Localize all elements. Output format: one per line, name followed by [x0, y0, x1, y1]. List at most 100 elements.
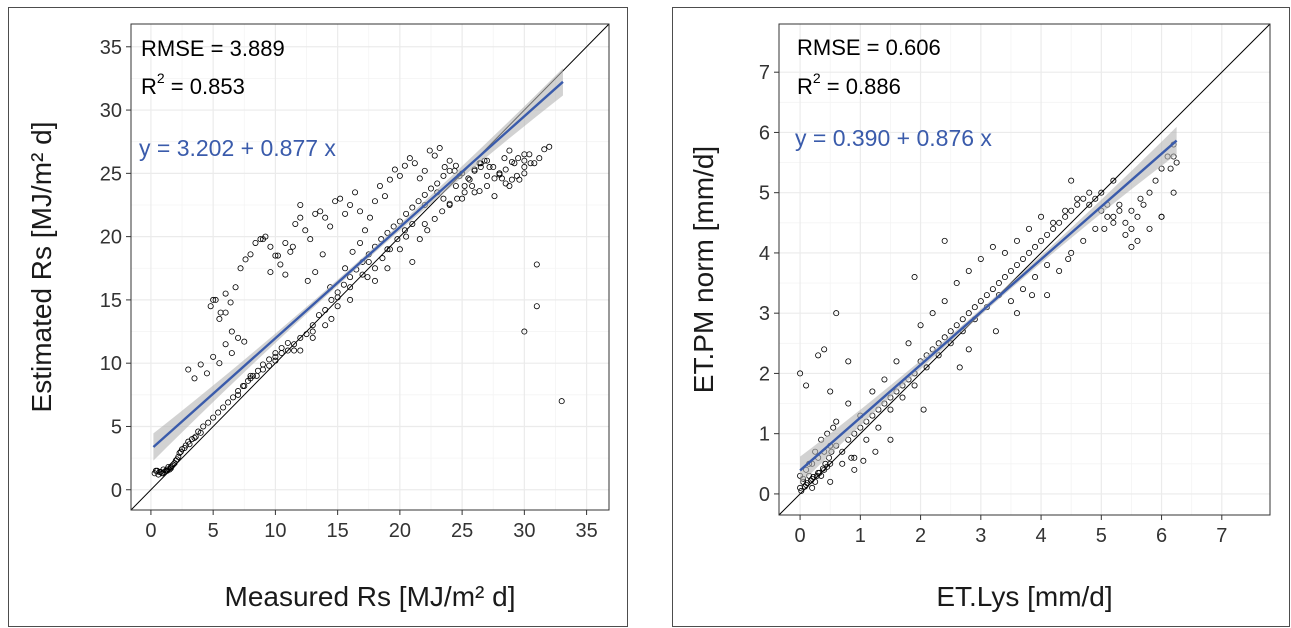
data-point [332, 198, 339, 205]
data-point [1074, 201, 1081, 208]
data-point [235, 388, 242, 395]
data-point [232, 284, 239, 291]
data-point [205, 419, 212, 426]
data-point [941, 298, 948, 305]
data-point [533, 303, 540, 310]
data-point [228, 350, 235, 357]
data-point [815, 352, 822, 359]
data-point [527, 160, 534, 167]
r-squared-annotation: R2 = 0.853 [141, 70, 245, 99]
data-point [396, 246, 403, 253]
data-point [409, 220, 416, 227]
data-point [384, 265, 391, 272]
data-point [803, 481, 810, 488]
data-point [409, 204, 416, 211]
data-point [830, 424, 837, 431]
data-point [401, 162, 408, 169]
data-point [359, 271, 366, 278]
data-point [821, 346, 828, 353]
data-points [151, 143, 565, 478]
regression-equation: y = 0.390 + 0.876 x [795, 125, 992, 151]
data-point [833, 310, 840, 317]
data-point [947, 328, 954, 335]
data-point [1019, 255, 1026, 262]
data-point [1086, 189, 1093, 196]
data-point [304, 277, 311, 284]
data-point [541, 146, 548, 153]
data-point [371, 277, 378, 284]
data-point [803, 382, 810, 389]
data-point [1038, 213, 1045, 220]
data-point [210, 296, 217, 303]
y-tick-label: 2 [759, 363, 770, 385]
data-point [1128, 225, 1135, 232]
data-point [1116, 201, 1123, 208]
data-point [297, 201, 304, 208]
data-point [272, 357, 279, 364]
data-point [1062, 213, 1069, 220]
x-tick-label: 35 [575, 520, 597, 542]
data-point [225, 399, 232, 406]
data-point [242, 256, 249, 263]
data-point [340, 281, 347, 288]
data-point [815, 469, 822, 476]
data-point [1013, 237, 1020, 244]
data-point [1104, 213, 1111, 220]
data-point [869, 388, 876, 395]
data-point [440, 172, 447, 179]
data-point [291, 341, 298, 348]
data-point [1007, 298, 1014, 305]
data-point [309, 322, 316, 329]
grid-lines [779, 24, 1270, 515]
data-point [237, 265, 244, 272]
data-point [384, 246, 391, 253]
data-point [415, 198, 422, 205]
data-point [440, 195, 447, 202]
data-point [386, 246, 393, 253]
data-point [1007, 268, 1014, 275]
y-tick-label: 25 [100, 163, 122, 185]
data-point [941, 334, 948, 341]
data-point [284, 347, 291, 354]
data-point [471, 189, 478, 196]
data-point [302, 227, 309, 234]
x-tick-label: 10 [264, 520, 286, 542]
data-point [1092, 225, 1099, 232]
data-point [297, 214, 304, 221]
data-point [1110, 213, 1117, 220]
data-point [334, 294, 341, 301]
data-point [893, 358, 900, 365]
y-tick-label: 3 [759, 303, 770, 325]
data-point [322, 307, 329, 314]
y-tick-label: 35 [100, 37, 122, 59]
data-point [282, 271, 289, 278]
data-point [195, 428, 202, 435]
data-point [334, 303, 341, 310]
data-point [379, 255, 386, 262]
data-point [247, 372, 254, 379]
data-point [200, 423, 207, 430]
data-point [267, 243, 274, 250]
data-point [1152, 177, 1159, 184]
data-point [272, 350, 279, 357]
data-point [282, 239, 289, 246]
x-tick-label: 0 [145, 520, 156, 542]
x-tick-label: 1 [855, 525, 866, 547]
data-point [977, 255, 984, 262]
x-tick-label: 4 [1036, 525, 1047, 547]
data-point [446, 201, 453, 208]
data-point [259, 366, 266, 373]
data-point [307, 236, 314, 243]
data-point [222, 290, 229, 297]
data-point [839, 460, 846, 467]
data-point [810, 474, 817, 481]
data-point [342, 210, 349, 217]
data-point [989, 243, 996, 250]
data-point [827, 478, 834, 485]
data-point [247, 375, 254, 382]
data-point [941, 237, 948, 244]
data-point [328, 296, 335, 303]
data-point [1110, 177, 1117, 184]
data-point [1137, 195, 1144, 202]
data-point [312, 210, 319, 217]
